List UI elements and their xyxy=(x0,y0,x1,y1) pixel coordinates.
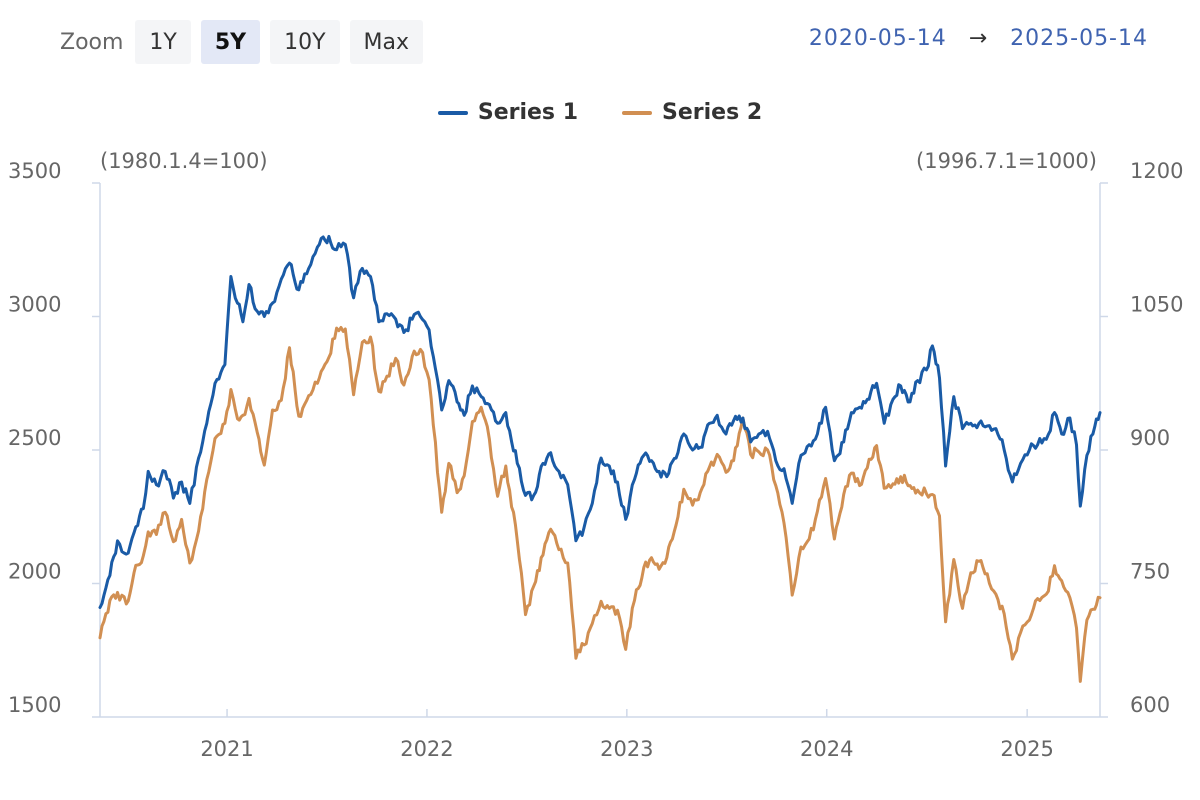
x-tick-label-2021: 2021 xyxy=(200,737,253,761)
right-tick-label-1200: 1200 xyxy=(1130,159,1183,183)
date-range-start[interactable]: 2020-05-14 xyxy=(808,26,947,51)
legend-swatch-series-2 xyxy=(622,110,652,115)
series-line-1 xyxy=(98,234,1102,609)
x-tick-label-2023: 2023 xyxy=(600,737,653,761)
left-tick-label-2500: 2500 xyxy=(8,426,61,450)
right-tick-label-1050: 1050 xyxy=(1130,293,1183,317)
zoom-button-5y[interactable]: 5Y xyxy=(200,20,261,64)
date-range: 2020-05-14 → 2025-05-14 xyxy=(809,26,1148,51)
x-tick-label-2022: 2022 xyxy=(400,737,453,761)
right-tick-label-750: 750 xyxy=(1130,560,1170,584)
legend-label-series-1: Series 1 xyxy=(477,100,578,125)
right-tick-label-900: 900 xyxy=(1130,426,1170,450)
right-axis-title: (1996.7.1=1000) xyxy=(916,149,1097,173)
left-tick-label-1500: 1500 xyxy=(8,693,61,717)
series-line-2 xyxy=(98,326,1102,683)
right-tick-label-600: 600 xyxy=(1130,693,1170,717)
legend-item-series-2[interactable]: Series 2 xyxy=(622,100,762,125)
legend-item-series-1[interactable]: Series 1 xyxy=(437,100,578,125)
zoom-bar: Zoom 1Y 5Y 10Y Max xyxy=(60,20,424,64)
legend-swatch-series-1 xyxy=(437,110,468,115)
date-range-arrow: → xyxy=(968,26,989,51)
x-tick-label-2025: 2025 xyxy=(1000,737,1053,761)
legend-label-series-2: Series 2 xyxy=(662,100,763,125)
zoom-label: Zoom xyxy=(60,29,124,55)
zoom-button-1y[interactable]: 1Y xyxy=(135,20,191,64)
x-tick-label-2024: 2024 xyxy=(800,737,853,761)
left-tick-label-3000: 3000 xyxy=(8,293,61,317)
zoom-button-10y[interactable]: 10Y xyxy=(270,20,340,64)
chart-legend: Series 1 Series 2 xyxy=(0,100,1200,125)
left-tick-label-3500: 3500 xyxy=(8,159,61,183)
left-axis-title: (1980.1.4=100) xyxy=(100,149,268,173)
left-tick-label-2000: 2000 xyxy=(8,560,61,584)
zoom-button-max[interactable]: Max xyxy=(349,20,424,64)
date-range-end[interactable]: 2025-05-14 xyxy=(1010,26,1148,51)
